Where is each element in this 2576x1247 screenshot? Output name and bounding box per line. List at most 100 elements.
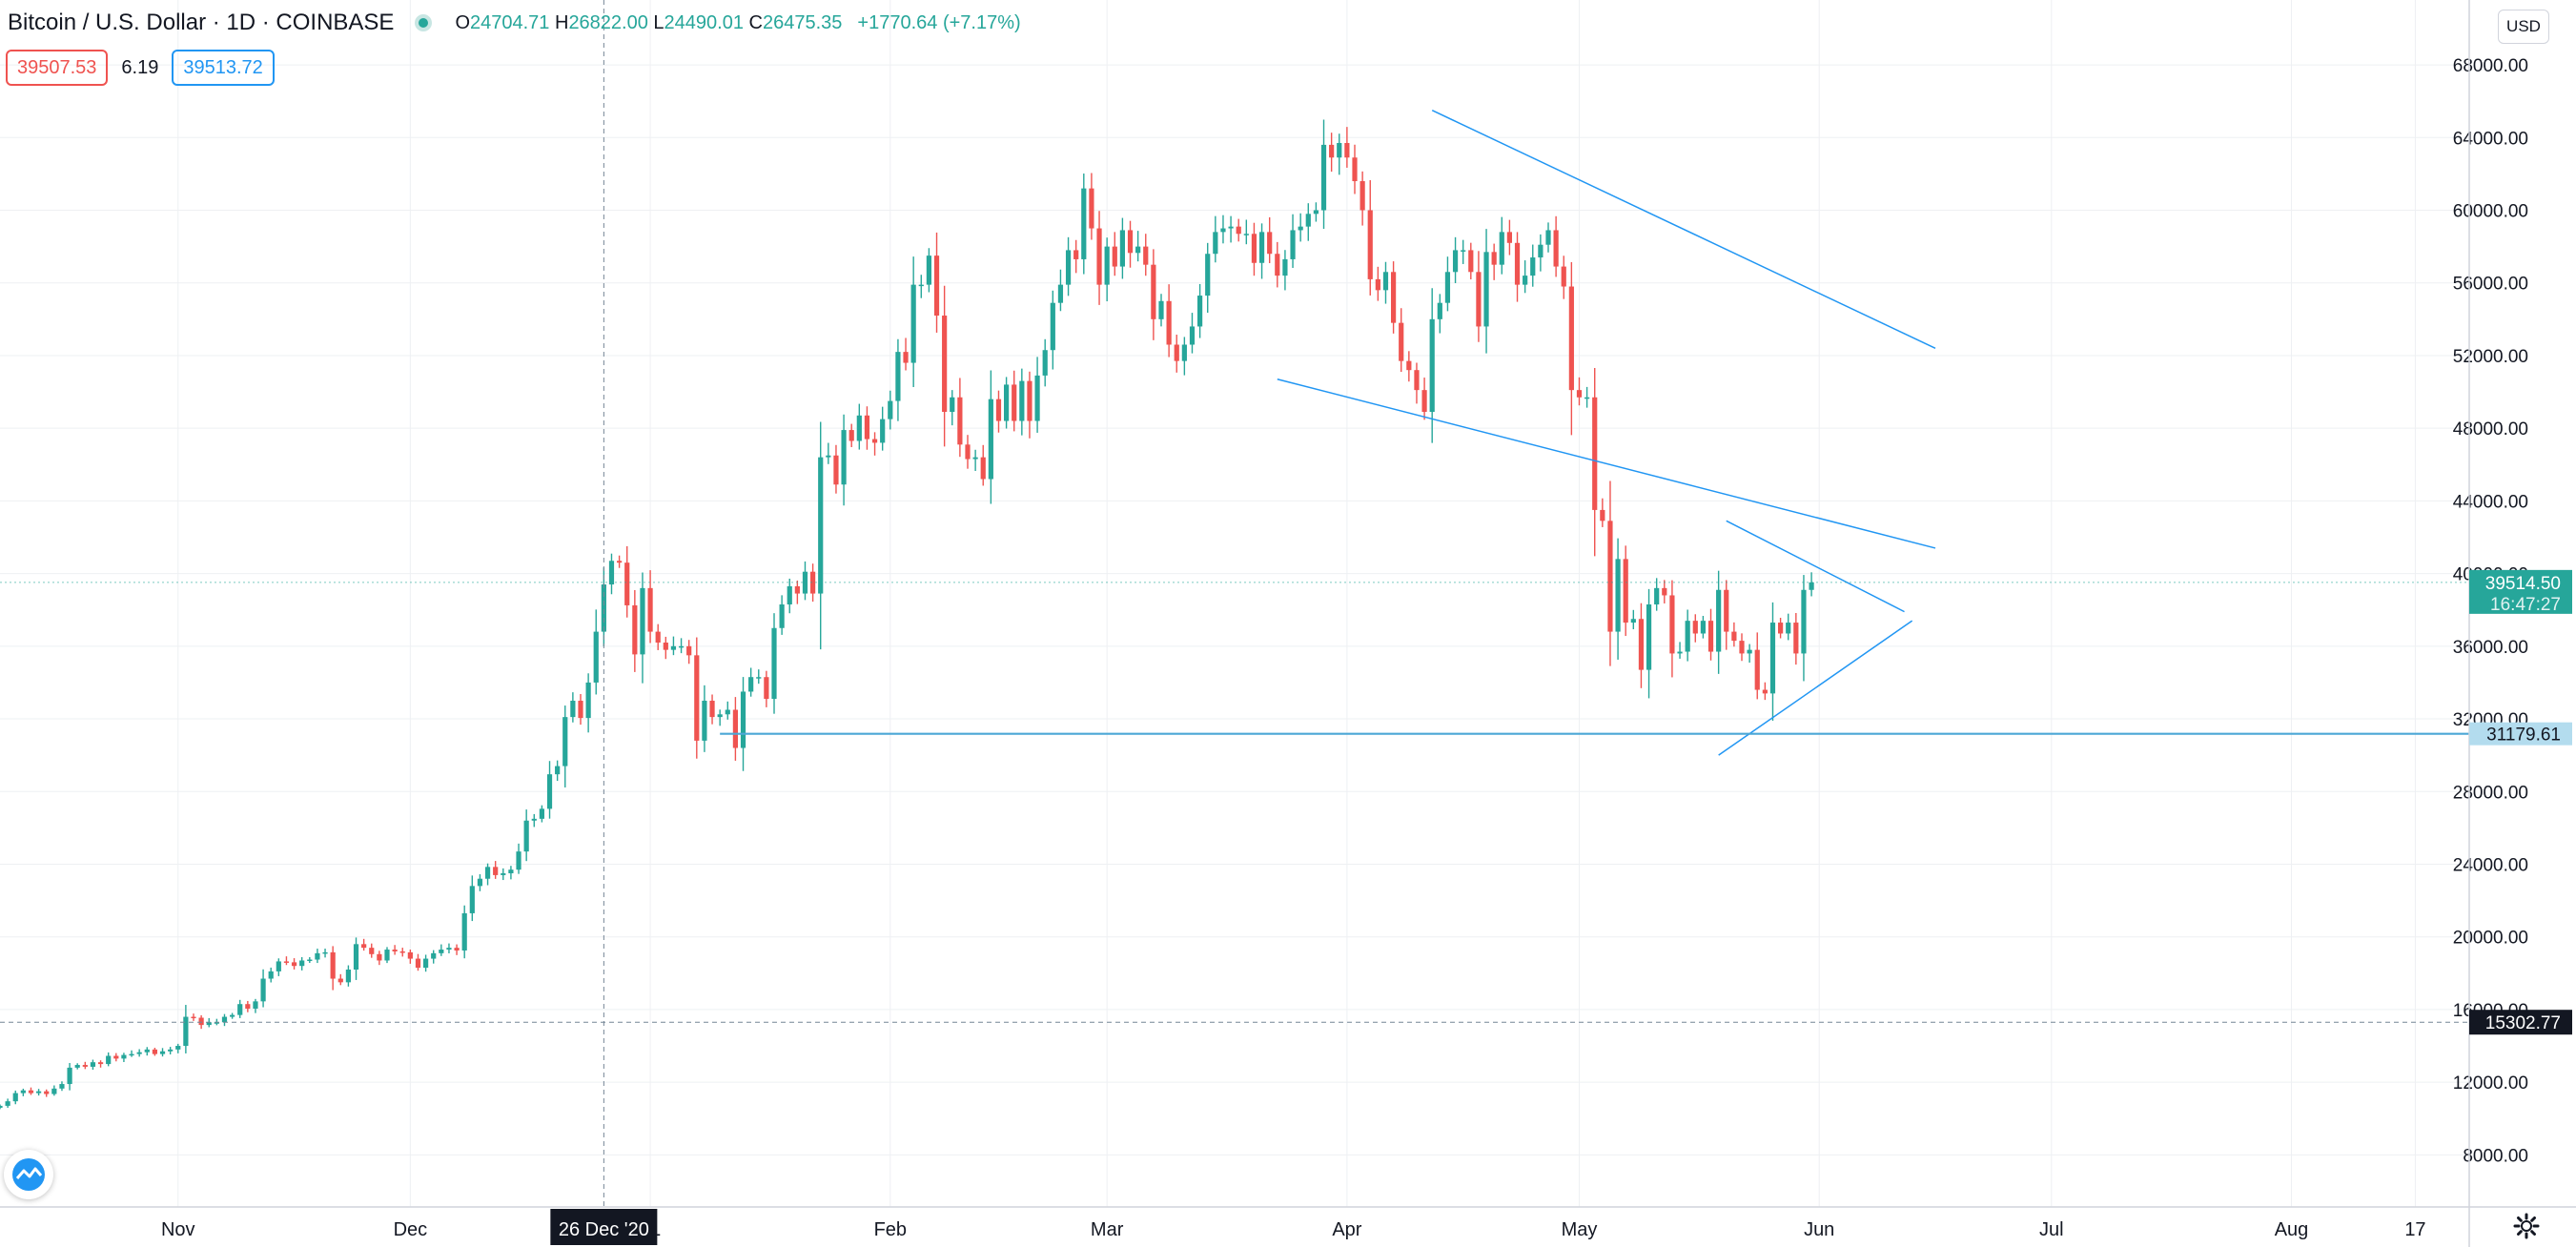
candle-body xyxy=(1406,360,1412,371)
candle-body xyxy=(1337,142,1342,158)
buy-button[interactable]: 39513.72 xyxy=(172,50,275,86)
candle-body xyxy=(501,873,506,875)
candle-body xyxy=(1514,242,1521,285)
candle-body xyxy=(864,415,870,440)
candle-body xyxy=(1135,246,1141,254)
spread-value: 6.19 xyxy=(121,56,159,78)
change-value: +1770.64 (+7.17%) xyxy=(857,11,1021,33)
symbol-title[interactable]: Bitcoin / U.S. Dollar · 1D · COINBASE xyxy=(8,10,395,35)
candle-body xyxy=(183,1016,189,1047)
last-price-badge xyxy=(2469,569,2572,614)
candle-body xyxy=(1143,246,1149,265)
candle-body xyxy=(44,1091,50,1094)
x-tick-label: Mar xyxy=(1091,1219,1124,1240)
candle-body xyxy=(725,709,730,715)
candle-body xyxy=(771,627,777,700)
live-status-dot-icon xyxy=(415,14,433,31)
candle-body xyxy=(1491,252,1497,265)
trendline[interactable] xyxy=(1431,110,1936,349)
trendline[interactable] xyxy=(1726,520,1905,613)
candle-body xyxy=(717,714,723,718)
candle-body xyxy=(283,961,290,963)
candle-body xyxy=(361,944,367,949)
candle-body xyxy=(315,952,320,960)
candle-body xyxy=(1391,272,1397,323)
candle-body xyxy=(1638,619,1645,670)
candle-body xyxy=(1669,595,1675,654)
candle-body xyxy=(1623,559,1628,624)
candle-body xyxy=(1019,380,1025,421)
candle-body xyxy=(1809,582,1814,590)
candle-body xyxy=(1444,272,1451,303)
candle-body xyxy=(1213,232,1218,255)
candle-body xyxy=(523,820,529,852)
candle-body xyxy=(562,717,568,767)
y-tick-label: 36000.00 xyxy=(2453,638,2528,658)
candle-body xyxy=(1352,157,1358,182)
candle-body xyxy=(1112,246,1117,267)
candle-body xyxy=(632,604,638,655)
support-line-badge-text: 31179.61 xyxy=(2486,726,2561,746)
candle-body xyxy=(1707,621,1714,652)
trendline-drawings xyxy=(0,0,2469,1207)
candle-body xyxy=(1437,302,1442,319)
candle-body xyxy=(1360,181,1365,211)
candle-body xyxy=(1786,623,1791,634)
candle-body xyxy=(950,397,955,413)
candle-body xyxy=(299,960,305,967)
y-tick-label: 56000.00 xyxy=(2453,275,2528,295)
candle-body xyxy=(1050,302,1055,351)
candle-body xyxy=(617,561,623,563)
candle-body xyxy=(516,851,521,870)
candle-body xyxy=(1778,623,1784,634)
candle-body xyxy=(848,430,854,441)
trendline[interactable] xyxy=(1277,378,1936,549)
sell-button[interactable]: 39507.53 xyxy=(6,50,109,86)
candle-body xyxy=(1615,559,1621,632)
candle-body xyxy=(206,1022,212,1026)
candle-body xyxy=(106,1055,112,1065)
candle-body xyxy=(624,562,630,605)
candle-body xyxy=(330,951,336,979)
candle-body xyxy=(1677,651,1683,654)
candle-body xyxy=(601,584,606,632)
chart-logo-icon[interactable] xyxy=(4,1150,53,1199)
candle-body xyxy=(369,948,375,954)
bid-ask-panel: 39507.53 6.19 39513.72 xyxy=(6,50,275,86)
y-tick-label: 64000.00 xyxy=(2453,129,2528,149)
candle-body xyxy=(732,709,738,748)
candle-body xyxy=(1073,250,1079,259)
candle-body xyxy=(1166,300,1172,345)
candle-body xyxy=(90,1062,96,1067)
candle-body xyxy=(1220,228,1226,233)
candle-body xyxy=(1584,397,1590,399)
candle-body xyxy=(1568,286,1574,391)
candle-body xyxy=(546,774,553,809)
x-tick-label: 17 xyxy=(2404,1219,2425,1240)
y-tick-label: 28000.00 xyxy=(2453,783,2528,803)
candle-body xyxy=(1414,370,1420,391)
x-tick-label: Nov xyxy=(161,1219,195,1240)
currency-button[interactable]: USD xyxy=(2498,10,2549,44)
candlestick-series xyxy=(0,119,1814,1110)
candle-body xyxy=(221,1016,228,1023)
candle-body xyxy=(647,587,653,632)
candle-body xyxy=(377,953,382,961)
candle-body xyxy=(1793,623,1799,654)
candle-body xyxy=(353,944,359,971)
candle-body xyxy=(1754,649,1760,690)
candle-body xyxy=(1499,232,1504,265)
y-tick-label: 68000.00 xyxy=(2453,56,2528,76)
grid-lines xyxy=(0,0,2469,1207)
candle-body xyxy=(933,256,940,317)
candle-body xyxy=(82,1065,88,1067)
open-value: 24704.71 xyxy=(470,11,550,33)
candle-body xyxy=(1421,390,1427,413)
candle-body xyxy=(59,1084,65,1089)
candle-body xyxy=(1127,230,1134,254)
candle-body xyxy=(337,978,343,983)
gear-icon[interactable] xyxy=(2513,1213,2540,1239)
trendline[interactable] xyxy=(1718,620,1913,756)
